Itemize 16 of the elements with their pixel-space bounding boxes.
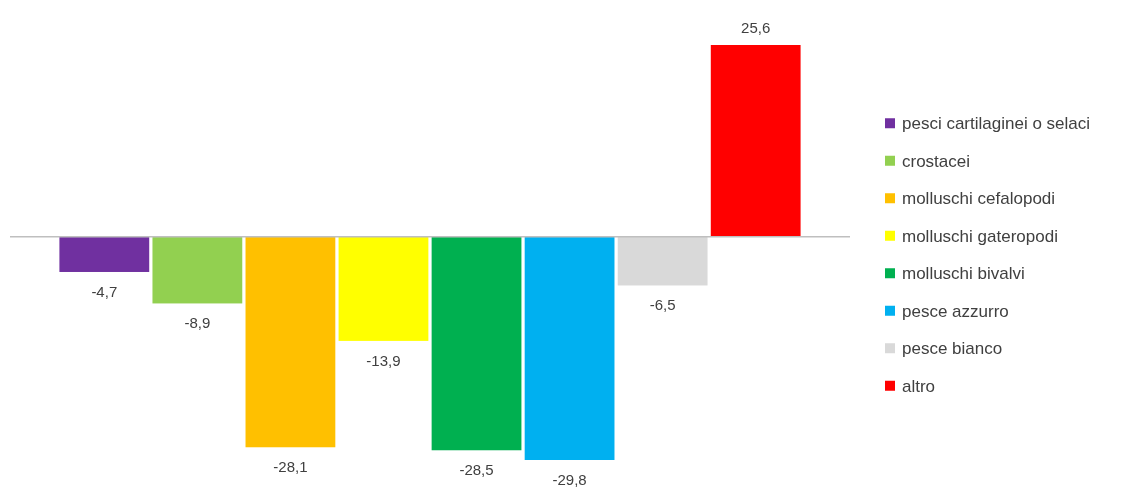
data-label: -28,5 bbox=[459, 461, 494, 479]
legend-label: pesci cartilaginei o selaci bbox=[902, 114, 1091, 134]
data-label: 25,6 bbox=[741, 19, 771, 36]
data-label: -8,9 bbox=[184, 314, 211, 332]
legend-label: crostacei bbox=[902, 151, 971, 171]
legend-label: molluschi bivalvi bbox=[902, 264, 1025, 284]
legend-label: pesce azzurro bbox=[902, 301, 1009, 321]
data-label: -13,9 bbox=[366, 351, 401, 369]
data-label: -28,1 bbox=[273, 458, 308, 476]
legend-label: molluschi gateropodi bbox=[902, 226, 1058, 246]
legend-label: altro bbox=[902, 376, 936, 396]
data-label: -4,7 bbox=[91, 282, 118, 300]
data-label: -29,8 bbox=[552, 471, 587, 488]
data-label: -6,5 bbox=[649, 296, 676, 314]
legend-label: molluschi cefalopodi bbox=[902, 189, 1056, 209]
legend-label: pesce bianco bbox=[902, 339, 1003, 359]
